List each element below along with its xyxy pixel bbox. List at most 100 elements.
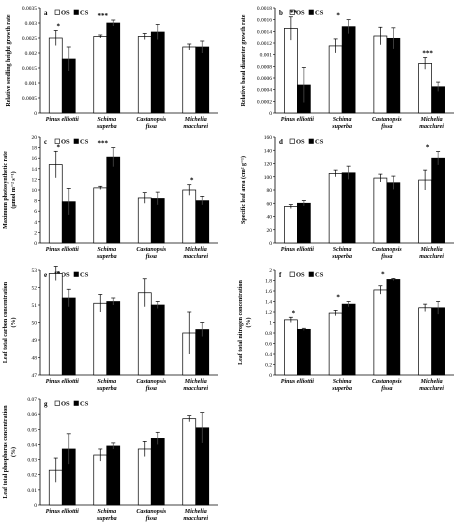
y-tick-label: 47 bbox=[32, 373, 38, 379]
legend-swatch-cs bbox=[73, 138, 79, 144]
y-axis-label: Leaf total nitrogen concentration bbox=[238, 279, 244, 364]
bar-os bbox=[418, 307, 432, 376]
y-tick-label: 12 bbox=[32, 177, 38, 183]
bar-os bbox=[93, 302, 108, 376]
y-axis-label: Leaf total phosphorus concentration bbox=[3, 405, 9, 499]
y-tick-label: 8 bbox=[34, 199, 37, 205]
bar-os bbox=[328, 173, 343, 244]
y-tick-label: 2 bbox=[269, 268, 272, 274]
legend-label-cs: CS bbox=[80, 10, 89, 17]
y-tick-label: 0.03 bbox=[27, 458, 37, 464]
category-label: superba bbox=[96, 386, 117, 392]
category-label: Schima bbox=[97, 247, 116, 253]
chart-panel-b: 0 0.0002 0.0004 0.0006 0.0008 0.001 0.0012 0.00… bbox=[241, 6, 454, 130]
significance-marker: * bbox=[57, 23, 61, 31]
bar-cs bbox=[341, 172, 356, 244]
legend-swatch-cs bbox=[73, 400, 79, 406]
category-label: superba bbox=[331, 254, 352, 260]
significance-marker: *** bbox=[98, 12, 109, 20]
bar-os bbox=[182, 189, 197, 244]
bar-os bbox=[182, 46, 197, 114]
significance-marker: * bbox=[426, 144, 430, 152]
y-tick-label: 0.0018 bbox=[257, 6, 272, 12]
y-tick-label: 0 bbox=[34, 111, 37, 117]
category-label: Schima bbox=[97, 379, 116, 385]
legend-label-cs: CS bbox=[315, 139, 324, 146]
y-tick-label: 1.4 bbox=[265, 300, 272, 306]
y-tick-label: 0.0002 bbox=[257, 99, 272, 105]
y-tick-label: 10 bbox=[32, 188, 38, 194]
bar-cs bbox=[386, 182, 401, 244]
bar-cs bbox=[341, 303, 356, 376]
y-tick-label: 80 bbox=[267, 188, 273, 194]
category-label: fissa bbox=[146, 516, 157, 522]
y-axis-label: Maximum photosynthetic rate bbox=[3, 151, 9, 229]
panel-letter: a bbox=[44, 9, 48, 17]
bar-os bbox=[182, 418, 197, 506]
category-label: macclurei bbox=[419, 254, 444, 260]
significance-marker: *** bbox=[98, 140, 109, 148]
bar-os bbox=[137, 36, 152, 114]
legend-label-os: OS bbox=[61, 139, 70, 146]
y-tick-label: 120 bbox=[264, 162, 273, 168]
category-label: fissa bbox=[381, 124, 392, 130]
chart-panel-g: 0 0.01 0.02 0.03 0.04 0.05 0.06 0.07 Leaf total … bbox=[3, 397, 218, 522]
category-label: superba bbox=[96, 124, 117, 130]
y-tick-label: 20 bbox=[32, 135, 38, 141]
category-label: fissa bbox=[381, 254, 392, 260]
category-label: macclurei bbox=[183, 386, 208, 392]
category-label: Schima bbox=[97, 509, 116, 515]
bar-cs bbox=[150, 31, 165, 114]
category-label: Castanopsis bbox=[136, 247, 166, 253]
legend-swatch-cs bbox=[308, 9, 314, 15]
bar-os bbox=[137, 448, 152, 506]
legend-swatch-os bbox=[289, 138, 295, 144]
y-tick-label: 0.0035 bbox=[22, 6, 37, 12]
bar-cs bbox=[431, 157, 445, 244]
y-tick-label: 0.0006 bbox=[257, 76, 272, 82]
y-tick-label: 14 bbox=[32, 167, 38, 173]
bar-cs bbox=[386, 279, 401, 376]
category-label: Pinus elliottii bbox=[46, 247, 80, 253]
category-label: Castanopsis bbox=[372, 247, 402, 253]
category-label: Pinus elliottii bbox=[281, 379, 315, 385]
legend-label-cs: CS bbox=[80, 272, 89, 279]
category-label: Castanopsis bbox=[136, 379, 166, 385]
y-tick-label: 0.05 bbox=[27, 427, 37, 433]
bar-cs bbox=[61, 297, 76, 376]
y-tick-label: 1.6 bbox=[265, 289, 272, 295]
bar-os bbox=[373, 289, 388, 376]
y-tick-label: 0.01 bbox=[27, 488, 37, 494]
legend-swatch-cs bbox=[73, 271, 79, 277]
y-tick-label: 140 bbox=[264, 148, 273, 154]
category-label: Schima bbox=[333, 117, 352, 123]
category-label: Michelia bbox=[184, 379, 207, 385]
y-axis-label: Specific leaf area (cm² g⁻¹) bbox=[240, 156, 247, 224]
category-label: Pinus elliottii bbox=[281, 117, 315, 123]
bar-os bbox=[284, 28, 298, 114]
category-label: superba bbox=[331, 386, 352, 392]
bar-cs bbox=[106, 22, 121, 114]
y-tick-label: 1.2 bbox=[265, 310, 272, 316]
y-axis-label: (%) bbox=[10, 318, 17, 328]
bar-os bbox=[48, 273, 63, 376]
legend-swatch-cs bbox=[308, 271, 314, 277]
legend-label-cs: CS bbox=[315, 10, 324, 17]
y-axis-label: (μmol m⁻² s⁻¹) bbox=[10, 171, 17, 208]
bar-cs bbox=[150, 438, 165, 506]
category-label: Pinus elliottii bbox=[46, 509, 80, 515]
legend-label-cs: CS bbox=[80, 139, 89, 146]
y-axis-label: Relative basal diameter growth rate bbox=[241, 14, 247, 106]
bar-cs bbox=[150, 198, 165, 244]
y-tick-label: 1 bbox=[269, 321, 272, 327]
y-tick-label: 100 bbox=[264, 175, 273, 181]
y-tick-label: 0.0005 bbox=[22, 96, 37, 102]
bar-os bbox=[93, 187, 108, 244]
y-tick-label: 0.06 bbox=[27, 412, 37, 418]
category-label: macclurei bbox=[183, 254, 208, 260]
bar-cs bbox=[386, 37, 401, 114]
y-tick-label: 60 bbox=[267, 201, 273, 207]
significance-marker: * bbox=[57, 143, 61, 151]
y-tick-label: 0.6 bbox=[265, 342, 272, 348]
chart-panel-e: 47 48 49 50 51 52 53 Leaf total carbon concentr… bbox=[3, 266, 218, 392]
